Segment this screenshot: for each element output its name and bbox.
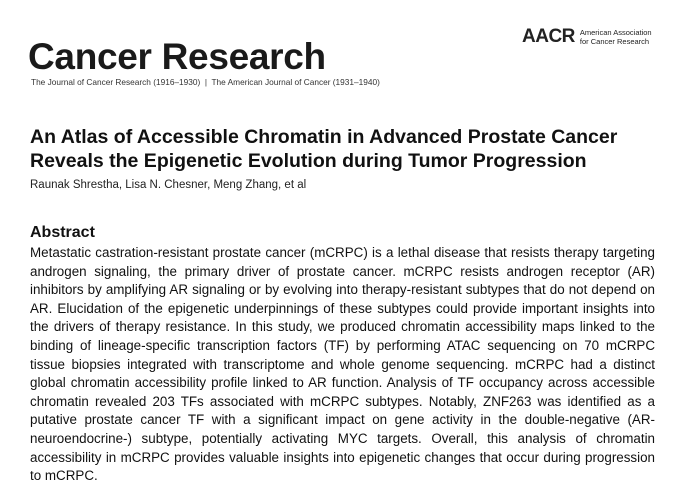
- journal-subtitle: The Journal of Cancer Research (1916–193…: [31, 77, 380, 87]
- logo-line: American Association: [579, 28, 652, 37]
- logo-text: American Association for Cancer Research: [580, 28, 652, 46]
- logo-line: for Cancer Research: [579, 37, 650, 46]
- logo: AACR American Association for Cancer Res…: [522, 26, 652, 48]
- title-line: Reveals the Epigenetic Evolution during …: [30, 150, 587, 172]
- article-title: An Atlas of Accessible Chromatin in Adva…: [30, 125, 617, 173]
- journal-title: Cancer Research: [28, 36, 326, 77]
- title-line: An Atlas of Accessible Chromatin in Adva…: [30, 126, 618, 148]
- abstract-text: Metastatic castration-resistant prostate…: [30, 245, 655, 484]
- logo-mark: AACR: [522, 26, 575, 47]
- authors: Raunak Shrestha, Lisa N. Chesner, Meng Z…: [30, 179, 307, 191]
- abstract-heading: Abstract: [30, 224, 95, 241]
